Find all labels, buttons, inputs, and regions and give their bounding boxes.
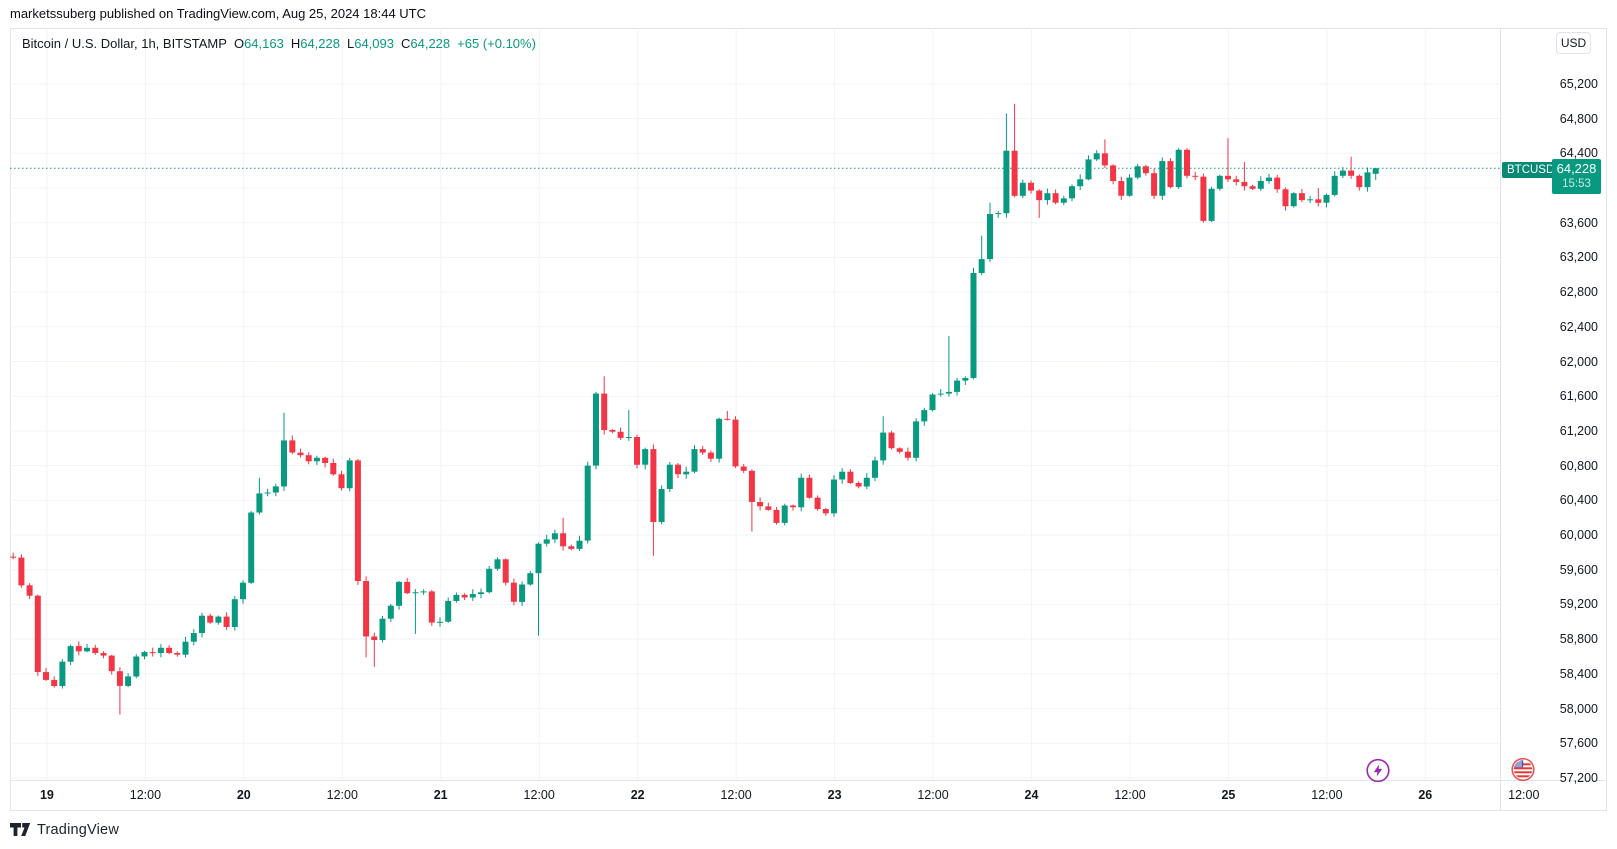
time-tick-label: 12:00 — [917, 788, 949, 802]
us-flag-event-icon[interactable] — [1511, 757, 1536, 787]
price-tick-label: 62,000 — [1559, 354, 1598, 369]
attribution-text: marketssuberg published on TradingView.c… — [10, 6, 427, 21]
symbol-title: Bitcoin / U.S. Dollar, 1h, BITSTAMP — [22, 36, 227, 51]
price-tick-label: 65,200 — [1559, 76, 1598, 91]
time-tick-label: 12:00 — [1114, 788, 1146, 802]
change-value: +65 (+0.10%) — [457, 36, 536, 51]
open-value: O64,163 — [233, 36, 284, 51]
chart-frame — [10, 28, 1607, 811]
last-price-value: 64,228 — [1556, 161, 1597, 176]
price-tick-label: 57,600 — [1559, 736, 1598, 751]
bar-countdown: 15:53 — [1562, 178, 1591, 191]
price-tick-label: 59,600 — [1559, 562, 1598, 577]
lightning-event-icon[interactable] — [1366, 758, 1391, 788]
close-value: C64,228 — [400, 36, 451, 51]
time-tick-label: 12:00 — [523, 788, 555, 802]
time-tick-label: 19 — [39, 788, 54, 802]
time-tick-label: 20 — [236, 788, 251, 802]
currency-toggle-button[interactable]: USD — [1556, 32, 1591, 54]
time-tick-label: 25 — [1221, 788, 1236, 802]
time-axis-separator — [10, 780, 1607, 781]
symbol-price-badge: BTCUSD — [1502, 162, 1560, 178]
time-tick-label: 12:00 — [720, 788, 752, 802]
last-price-label: 64,228 15:53 — [1552, 159, 1601, 194]
time-tick-label: 21 — [433, 788, 448, 802]
price-tick-label: 58,400 — [1559, 666, 1598, 681]
price-tick-label: 64,400 — [1559, 146, 1598, 161]
price-tick-label: 57,200 — [1559, 770, 1598, 785]
time-tick-label: 26 — [1418, 788, 1433, 802]
high-value: H64,228 — [290, 36, 340, 51]
price-tick-label: 60,800 — [1559, 458, 1598, 473]
tradingview-logo-icon — [10, 823, 31, 836]
candlestick-plot[interactable] — [10, 28, 1607, 780]
price-tick-label: 58,000 — [1559, 701, 1598, 716]
price-tick-label: 62,800 — [1559, 285, 1598, 300]
price-tick-label: 59,200 — [1559, 597, 1598, 612]
price-tick-label: 61,600 — [1559, 389, 1598, 404]
time-tick-label: 12:00 — [1311, 788, 1343, 802]
time-tick-label: 22 — [630, 788, 645, 802]
chart-legend[interactable]: Bitcoin / U.S. Dollar, 1h, BITSTAMP O64,… — [22, 36, 536, 51]
time-tick-label: 23 — [827, 788, 842, 802]
price-tick-label: 63,600 — [1559, 215, 1598, 230]
price-tick-label: 60,000 — [1559, 528, 1598, 542]
time-tick-label: 12:00 — [129, 788, 162, 802]
time-tick-label: 24 — [1024, 788, 1039, 802]
price-tick-label: 62,400 — [1559, 319, 1598, 334]
tradingview-logo-text: TradingView — [37, 822, 119, 838]
time-tick-label: 12:00 — [1508, 788, 1540, 802]
price-tick-label: 58,800 — [1559, 632, 1598, 647]
price-tick-label: 64,800 — [1559, 111, 1598, 126]
price-tick-label: 63,200 — [1559, 250, 1598, 265]
low-value: L64,093 — [346, 36, 394, 51]
price-tick-label: 60,400 — [1559, 493, 1598, 508]
price-tick-label: 61,200 — [1559, 423, 1598, 438]
tradingview-logo[interactable]: TradingView — [10, 822, 119, 838]
price-axis-separator — [1500, 28, 1501, 811]
time-tick-label: 12:00 — [326, 788, 358, 802]
